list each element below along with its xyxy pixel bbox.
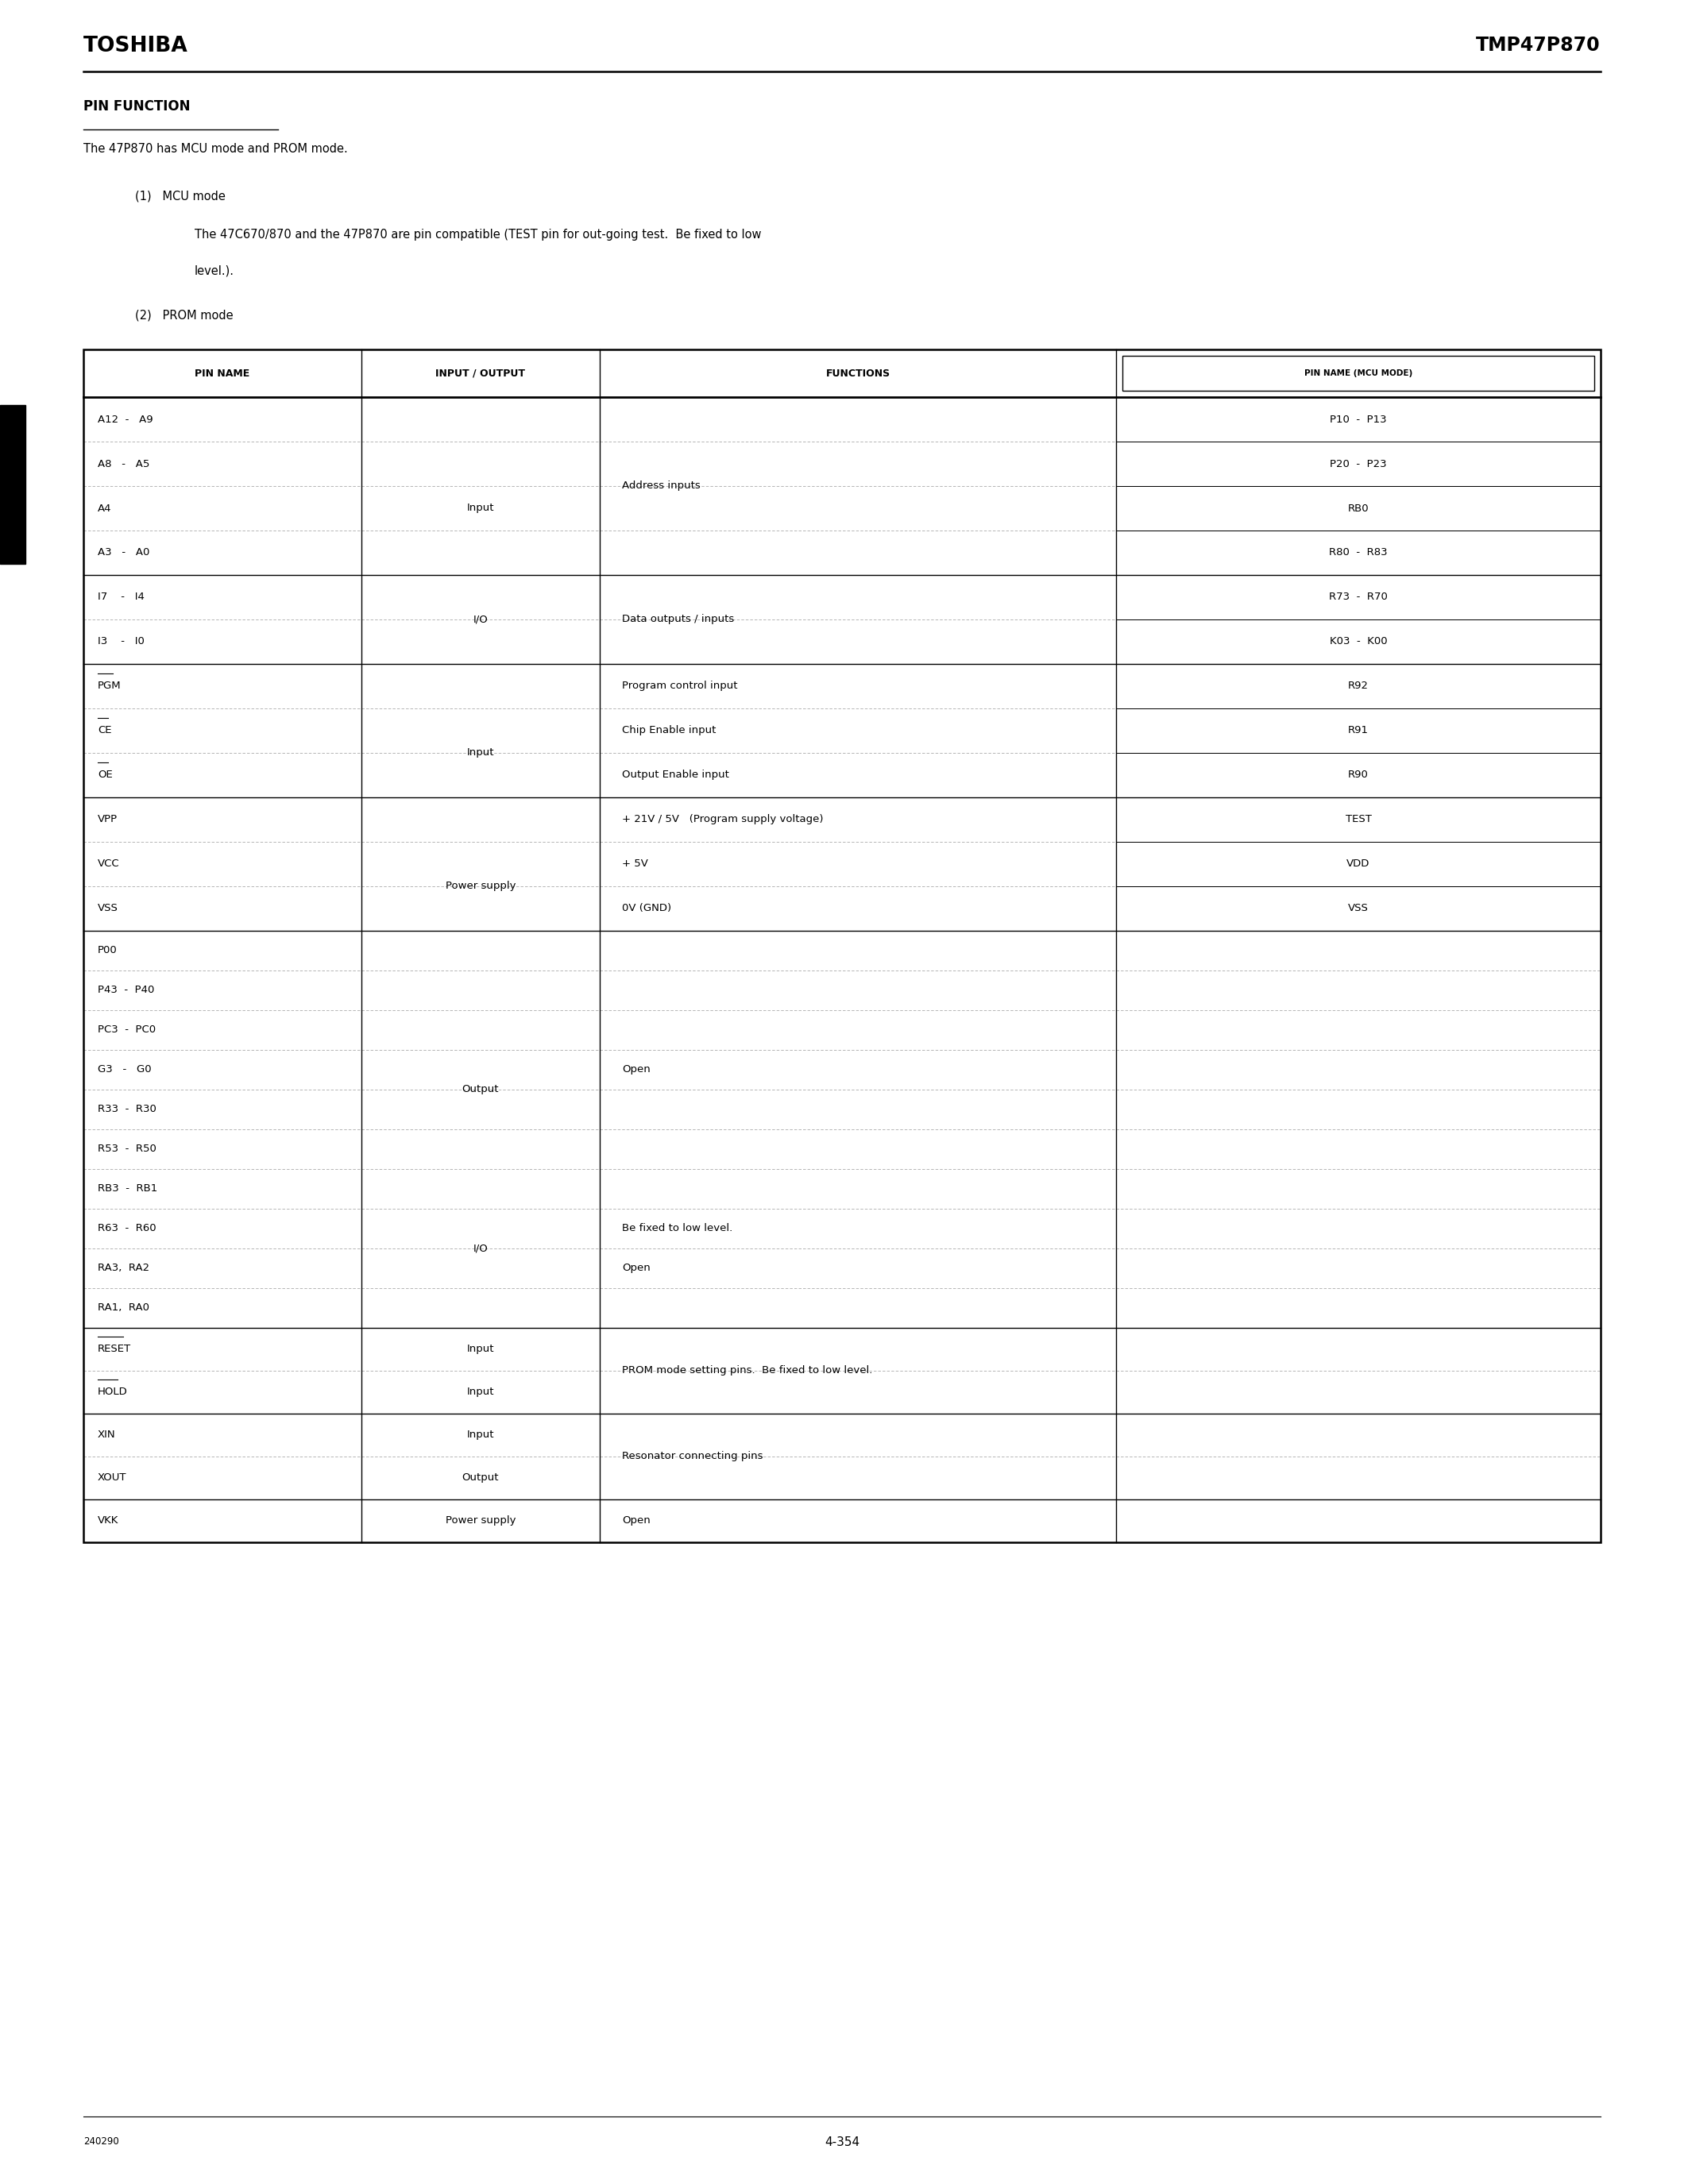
Text: I7    -   I4: I7 - I4 (98, 592, 145, 603)
Text: Be fixed to low level.: Be fixed to low level. (621, 1223, 733, 1234)
Text: Output: Output (463, 1085, 500, 1094)
Text: Power supply: Power supply (446, 880, 517, 891)
Text: K03  -  K00: K03 - K00 (1330, 636, 1388, 646)
Text: RA3,  RA2: RA3, RA2 (98, 1262, 150, 1273)
Text: P10  -  P13: P10 - P13 (1330, 415, 1388, 424)
Bar (1123, 356, 1593, 391)
Text: G3   -   G0: G3 - G0 (98, 1064, 152, 1075)
Text: VDD: VDD (1347, 858, 1371, 869)
Text: A3   -   A0: A3 - A0 (98, 548, 150, 557)
Text: Input: Input (468, 1387, 495, 1398)
Text: RB3  -  RB1: RB3 - RB1 (98, 1184, 157, 1195)
Text: PGM: PGM (98, 681, 122, 692)
Text: (2)   PROM mode: (2) PROM mode (135, 310, 233, 321)
Text: XOUT: XOUT (98, 1472, 127, 1483)
Text: (1)   MCU mode: (1) MCU mode (135, 190, 226, 203)
Text: + 5V: + 5V (621, 858, 648, 869)
Text: + 21V / 5V   (Program supply voltage): + 21V / 5V (Program supply voltage) (621, 815, 824, 826)
Text: Program control input: Program control input (621, 681, 738, 692)
Text: VCC: VCC (98, 858, 120, 869)
Text: 0V (GND): 0V (GND) (621, 904, 672, 913)
Text: R63  -  R60: R63 - R60 (98, 1223, 157, 1234)
Text: RESET: RESET (98, 1343, 132, 1354)
Text: Power supply: Power supply (446, 1516, 517, 1527)
Text: Resonator connecting pins: Resonator connecting pins (621, 1452, 763, 1461)
Text: R53  -  R50: R53 - R50 (98, 1144, 157, 1155)
Text: PIN NAME (MCU MODE): PIN NAME (MCU MODE) (1305, 369, 1413, 378)
Text: RB0: RB0 (1347, 502, 1369, 513)
Text: The 47C670/870 and the 47P870 are pin compatible (TEST pin for out-going test.  : The 47C670/870 and the 47P870 are pin co… (194, 229, 761, 240)
Text: R73  -  R70: R73 - R70 (1328, 592, 1388, 603)
Text: XIN: XIN (98, 1431, 116, 1439)
Text: Input: Input (468, 502, 495, 513)
Text: Output: Output (463, 1472, 500, 1483)
Text: PIN FUNCTION: PIN FUNCTION (83, 98, 191, 114)
Text: level.).: level.). (194, 264, 235, 277)
Text: R92: R92 (1349, 681, 1369, 692)
Text: TMP47P870: TMP47P870 (1477, 35, 1600, 55)
Text: The 47P870 has MCU mode and PROM mode.: The 47P870 has MCU mode and PROM mode. (83, 142, 348, 155)
Text: TEST: TEST (1345, 815, 1371, 826)
Text: VPP: VPP (98, 815, 118, 826)
Text: VKK: VKK (98, 1516, 118, 1527)
Text: P20  -  P23: P20 - P23 (1330, 459, 1388, 470)
Text: Output Enable input: Output Enable input (621, 771, 729, 780)
Text: P43  -  P40: P43 - P40 (98, 985, 154, 996)
Text: PROM mode setting pins.  Be fixed to low level.: PROM mode setting pins. Be fixed to low … (621, 1365, 873, 1376)
Text: CE: CE (98, 725, 111, 736)
Text: RA1,  RA0: RA1, RA0 (98, 1304, 149, 1313)
Text: VSS: VSS (1349, 904, 1369, 913)
Text: R91: R91 (1349, 725, 1369, 736)
Text: PIN NAME: PIN NAME (194, 369, 250, 378)
Text: R80  -  R83: R80 - R83 (1328, 548, 1388, 557)
Text: Open: Open (621, 1516, 650, 1527)
Text: Input: Input (468, 1431, 495, 1439)
Text: R90: R90 (1349, 771, 1369, 780)
Text: TOSHIBA: TOSHIBA (83, 35, 187, 57)
Text: A12  -   A9: A12 - A9 (98, 415, 154, 424)
Text: PC3  -  PC0: PC3 - PC0 (98, 1024, 155, 1035)
Text: Address inputs: Address inputs (621, 480, 701, 491)
Bar (83, 349, 1600, 1542)
Text: R33  -  R30: R33 - R30 (98, 1105, 157, 1114)
Text: VSS: VSS (98, 904, 118, 913)
Text: P00: P00 (98, 946, 118, 957)
Text: FUNCTIONS: FUNCTIONS (825, 369, 890, 378)
Text: HOLD: HOLD (98, 1387, 128, 1398)
Text: A4: A4 (98, 502, 111, 513)
Text: Data outputs / inputs: Data outputs / inputs (621, 614, 734, 625)
Text: A8   -   A5: A8 - A5 (98, 459, 150, 470)
Text: INPUT / OUTPUT: INPUT / OUTPUT (436, 369, 525, 378)
Text: 240290: 240290 (83, 2136, 118, 2147)
Text: Open: Open (621, 1262, 650, 1273)
Text: I/O: I/O (473, 614, 488, 625)
Bar (0, 404, 25, 563)
Text: Input: Input (468, 1343, 495, 1354)
Text: Chip Enable input: Chip Enable input (621, 725, 716, 736)
Text: Input: Input (468, 747, 495, 758)
Text: Open: Open (621, 1064, 650, 1075)
Text: OE: OE (98, 771, 113, 780)
Text: I3    -   I0: I3 - I0 (98, 636, 145, 646)
Text: 4-354: 4-354 (824, 2136, 859, 2149)
Text: I/O: I/O (473, 1243, 488, 1254)
